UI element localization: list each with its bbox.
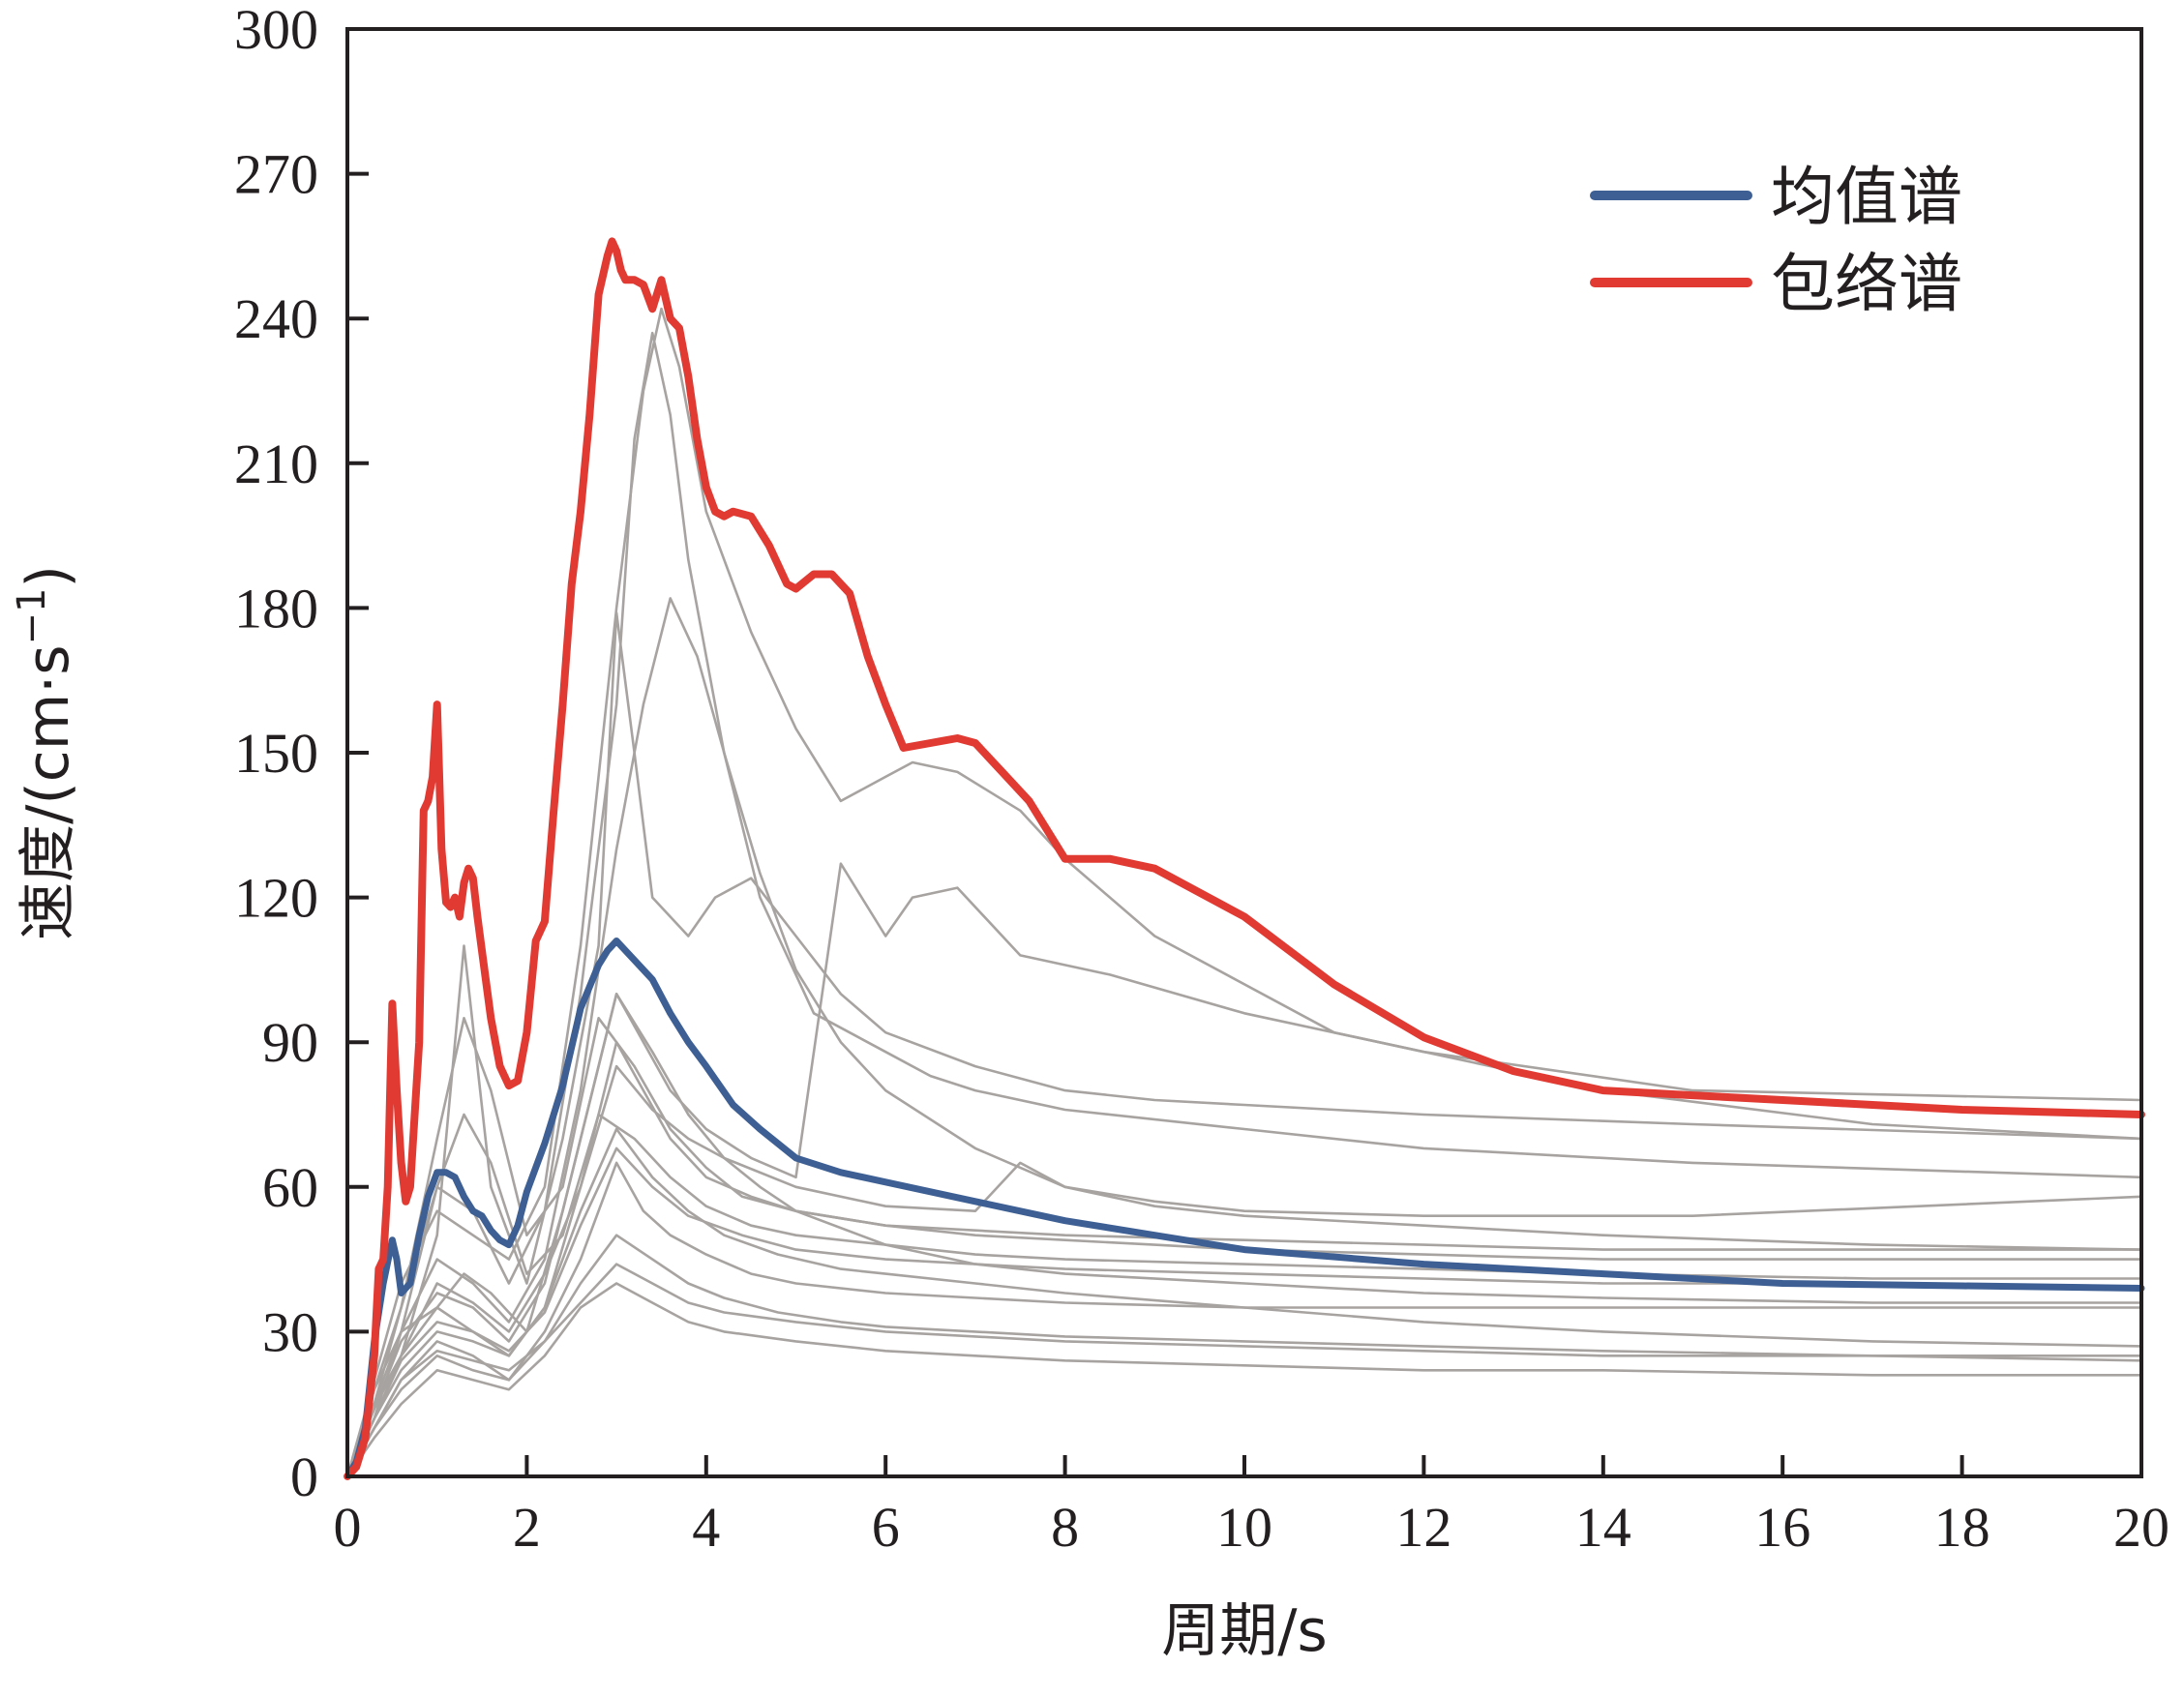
legend-label-mean: 均值谱	[1771, 160, 1962, 234]
background-spectrum-line-9	[345, 1234, 2142, 1477]
y-tick-label: 0	[290, 1445, 318, 1508]
background-spectrum-line-13	[345, 1064, 2142, 1477]
background-spectrum-line-3	[345, 611, 2142, 1477]
x-tick-label: 0	[334, 1496, 362, 1559]
y-tick-label: 210	[234, 432, 318, 495]
background-spectrum-line-1	[345, 331, 2142, 1477]
background-spectrum-line-12	[345, 1113, 2141, 1477]
y-axis-title-main: 速度/(cm·s	[15, 645, 82, 940]
y-tick-label: 270	[234, 143, 318, 206]
main-spectra	[344, 237, 2145, 1480]
x-tick-label: 20	[2113, 1496, 2169, 1559]
envelope-spectrum-line	[344, 237, 2145, 1480]
x-tick-label: 8	[1051, 1496, 1079, 1559]
x-tick-label: 10	[1216, 1496, 1272, 1559]
y-tick-label: 60	[262, 1156, 318, 1219]
background-spectrum-line-10	[345, 1282, 2141, 1477]
background-spectrum-line-0	[345, 307, 2142, 1477]
legend-label-envelope: 包络谱	[1771, 247, 1962, 321]
x-tick-label: 6	[872, 1496, 900, 1559]
x-tick-label: 14	[1575, 1496, 1631, 1559]
x-tick-label: 18	[1934, 1496, 1990, 1559]
y-tick-label: 240	[234, 287, 318, 350]
background-spectrum-line-2	[345, 597, 2142, 1477]
x-axis: 0 2 4 6 8 10 12 14 16 18 20	[334, 1455, 2169, 1559]
x-tick-label: 2	[513, 1496, 541, 1559]
x-axis-title: 周期/s	[1161, 1597, 1327, 1665]
y-tick-label: 120	[234, 867, 318, 930]
background-spectrum-line-6	[345, 1161, 2141, 1477]
x-tick-label: 16	[1754, 1496, 1810, 1559]
background-spectrum-line-7	[345, 993, 2141, 1477]
y-axis: 0 30 60 90 120 150 180 210 240 270 300	[234, 0, 369, 1508]
x-tick-label: 12	[1395, 1496, 1451, 1559]
background-spectrum-line-11	[345, 1017, 2141, 1477]
y-axis-title-superscript: −1	[10, 588, 54, 645]
y-axis-title: 速度/(cm·s−1)	[10, 565, 82, 940]
mean-spectrum-line	[344, 938, 2145, 1480]
y-tick-label: 90	[262, 1011, 318, 1074]
y-axis-title-end: )	[15, 565, 82, 587]
background-spectrum-line-4	[345, 862, 2142, 1477]
background-spectrum-line-15	[345, 1146, 2142, 1477]
y-tick-label: 30	[262, 1300, 318, 1363]
y-tick-label: 300	[234, 0, 318, 61]
legend: 均值谱 包络谱	[1590, 160, 1962, 321]
background-spectrum-line-14	[345, 1263, 2141, 1477]
x-tick-label: 4	[692, 1496, 720, 1559]
y-tick-label: 180	[234, 577, 318, 640]
y-tick-label: 150	[234, 722, 318, 785]
background-spectra	[345, 307, 2142, 1477]
